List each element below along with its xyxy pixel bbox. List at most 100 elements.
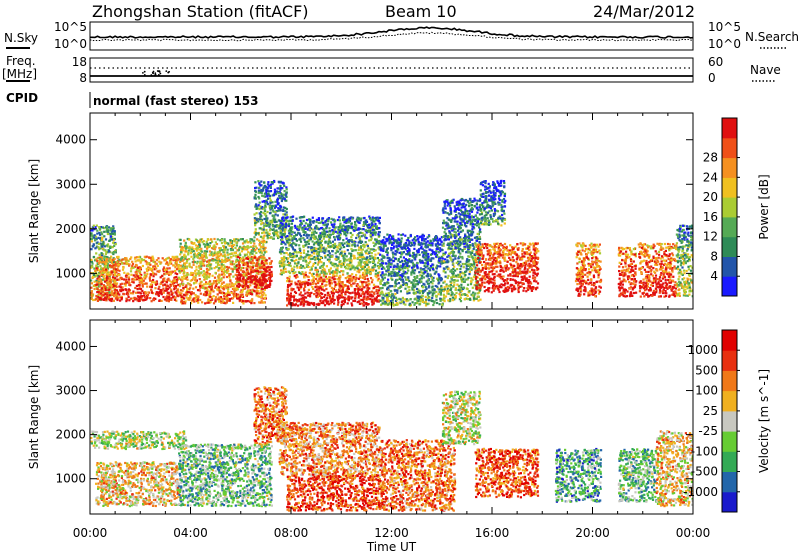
echo-cell (315, 273, 319, 276)
echo-cell (300, 272, 303, 276)
echo-cell (254, 197, 257, 200)
echo-cell (185, 261, 188, 264)
echo-cell (288, 244, 291, 247)
echo-cell (315, 250, 318, 253)
echo-cell (231, 297, 235, 300)
echo-cell (299, 219, 302, 223)
echo-cell (289, 253, 293, 256)
echo-cell (90, 234, 93, 237)
echo-cell (292, 248, 295, 251)
echo-cell (367, 266, 370, 269)
echo-cell (321, 292, 324, 296)
echo-cell (329, 299, 332, 302)
echo-cell (235, 241, 238, 244)
echo-cell (351, 233, 354, 236)
echo-cell (157, 291, 160, 294)
echo-cell (106, 274, 109, 277)
echo-cell (381, 286, 384, 290)
echo-cell (376, 300, 379, 303)
echo-cell (170, 262, 173, 265)
echo-cell (168, 296, 171, 299)
echo-cell (426, 245, 429, 249)
echo-cell (288, 271, 292, 275)
echo-cell (392, 247, 395, 250)
echo-cell (241, 291, 244, 294)
echo-cell (125, 275, 128, 279)
echo-cell (182, 282, 185, 285)
echo-cell (169, 284, 172, 287)
echo-cell (173, 264, 176, 267)
nave-dip-point (167, 71, 170, 74)
echo-cell (142, 299, 145, 302)
echo-cell (146, 272, 149, 275)
echo-cell (314, 285, 317, 289)
echo-cell (317, 273, 321, 276)
echo-cell (105, 297, 108, 300)
echo-cell (390, 274, 393, 278)
echo-cell (213, 245, 216, 249)
echo-cell (144, 296, 147, 299)
echo-cell (204, 271, 207, 274)
echo-cell (242, 302, 245, 305)
echo-cell (218, 273, 221, 276)
echo-cell (265, 262, 269, 265)
echo-cell (303, 231, 306, 234)
echo-cell (286, 263, 289, 266)
echo-cell (269, 186, 272, 189)
echo-cell (161, 257, 164, 260)
echo-cell (200, 260, 203, 263)
echo-cell (261, 294, 264, 297)
echo-cell (257, 180, 260, 183)
echo-cell (372, 264, 375, 267)
echo-cell (175, 281, 178, 284)
echo-cell (317, 279, 321, 282)
echo-cell (224, 241, 227, 244)
echo-cell (239, 276, 242, 279)
echo-cell (99, 270, 102, 273)
echo-cell (401, 252, 404, 255)
echo-cell (101, 247, 104, 250)
echo-cell (127, 290, 130, 293)
echo-cell (297, 261, 300, 264)
echo-cell (263, 192, 266, 195)
echo-cell (291, 237, 294, 240)
echo-cell (373, 298, 376, 301)
echo-cell (280, 242, 283, 245)
echo-cell (141, 285, 144, 288)
echo-cell (113, 233, 116, 236)
echo-cell (356, 219, 359, 223)
echo-cell (279, 188, 282, 191)
echo-cell (186, 282, 189, 285)
echo-cell (317, 258, 320, 261)
echo-cell (185, 296, 188, 299)
echo-cell (361, 232, 364, 235)
echo-cell (106, 295, 109, 298)
echo-cell (237, 280, 240, 283)
echo-cell (92, 236, 95, 239)
echo-cell (329, 284, 332, 288)
echo-cell (246, 270, 249, 273)
echo-cell (175, 276, 178, 279)
echo-cell (205, 281, 208, 284)
echo-cell (328, 270, 331, 273)
echo-cell (306, 291, 309, 294)
echo-cell (187, 246, 190, 249)
echo-cell (321, 285, 324, 288)
echo-cell (337, 244, 340, 247)
echo-cell (123, 278, 126, 281)
echo-cell (255, 275, 259, 278)
echo-cell (358, 231, 361, 235)
echo-cell (119, 259, 123, 262)
echo-cell (376, 227, 380, 230)
echo-cell (137, 256, 140, 259)
echo-cell (269, 220, 272, 223)
echo-cell (314, 235, 317, 238)
echo-cell (228, 283, 231, 286)
echo-cell (340, 270, 343, 273)
echo-cell (343, 245, 346, 249)
echo-cell (319, 221, 322, 224)
echo-cell (324, 275, 327, 278)
echo-cell (314, 258, 317, 261)
echo-cell (139, 272, 142, 275)
echo-cell (424, 285, 427, 288)
